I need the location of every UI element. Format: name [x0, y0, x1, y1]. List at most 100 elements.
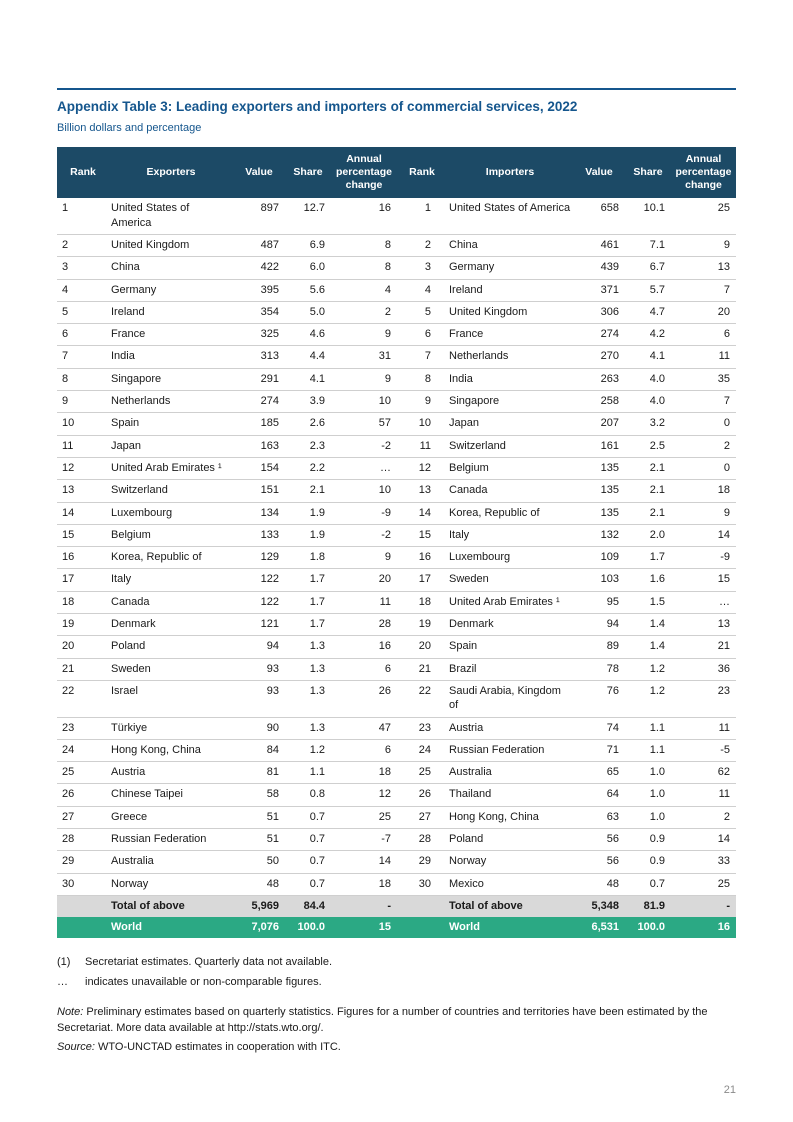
importer-name-cell: Saudi Arabia, Kingdom of [447, 680, 573, 718]
exporter-rank-cell: 25 [57, 761, 109, 785]
exporter-name-cell: Greece [109, 806, 233, 829]
exporter-change-cell: 25 [331, 806, 397, 829]
importer-change-cell: … [671, 591, 736, 615]
importer-value-cell: 74 [573, 717, 625, 740]
col-header-rank-exporters: Rank [57, 147, 109, 199]
importer-name-cell: Mexico [447, 873, 573, 896]
exporter-rank-cell: 12 [57, 457, 109, 481]
importer-name-cell: United States of America [447, 198, 573, 235]
exporter-value-cell: 133 [233, 524, 285, 548]
importer-rank-cell: 5 [397, 301, 447, 325]
table-row: 3 China 422 6.0 8 3 Germany 439 6.7 13 [57, 256, 736, 280]
exporter-name-cell: Korea, Republic of [109, 546, 233, 570]
exporter-rank-cell: 5 [57, 301, 109, 325]
importer-name-cell: Hong Kong, China [447, 806, 573, 829]
table-row: 26 Chinese Taipei 58 0.8 12 26 Thailand … [57, 783, 736, 807]
importer-rank-cell: 17 [397, 568, 447, 592]
exporter-change-cell: 6 [331, 739, 397, 763]
footnote-1: (1) Secretariat estimates. Quarterly dat… [57, 955, 736, 971]
importer-name-cell: Canada [447, 479, 573, 503]
importer-change-cell: 23 [671, 680, 736, 718]
importer-change-cell: 25 [671, 873, 736, 896]
importer-name-cell: India [447, 368, 573, 392]
exporter-value-cell: 122 [233, 591, 285, 615]
col-header-share-exporters: Share [285, 147, 331, 199]
importer-rank-cell: 10 [397, 412, 447, 436]
importer-name-cell: France [447, 323, 573, 347]
exporter-value-cell: 291 [233, 368, 285, 392]
table-row: 22 Israel 93 1.3 26 22 Saudi Arabia, Kin… [57, 680, 736, 718]
exporter-value-cell: 93 [233, 680, 285, 718]
exporter-name-cell: Japan [109, 435, 233, 458]
exporter-share-cell: 1.3 [285, 635, 331, 659]
exporter-change-cell: 16 [331, 198, 397, 235]
importer-name-cell: Thailand [447, 783, 573, 807]
world-label-exporters: World [109, 917, 233, 939]
importer-share-cell: 2.1 [625, 479, 671, 503]
total-value-exporters: 5,969 [233, 895, 285, 918]
exporter-share-cell: 1.2 [285, 739, 331, 763]
col-header-value-importers: Value [573, 147, 625, 199]
table-row: 20 Poland 94 1.3 16 20 Spain 89 1.4 21 [57, 635, 736, 659]
table-row: 17 Italy 122 1.7 20 17 Sweden 103 1.6 15 [57, 568, 736, 592]
note-label: Note: [57, 1006, 84, 1019]
exporter-value-cell: 151 [233, 479, 285, 503]
importer-value-cell: 161 [573, 435, 625, 458]
importer-share-cell: 4.1 [625, 345, 671, 369]
table-row: 2 United Kingdom 487 6.9 8 2 China 461 7… [57, 234, 736, 258]
importer-share-cell: 4.0 [625, 390, 671, 414]
importer-value-cell: 306 [573, 301, 625, 325]
importer-share-cell: 1.0 [625, 783, 671, 807]
source-label: Source: [57, 1041, 95, 1054]
importer-rank-cell: 22 [397, 680, 447, 718]
importer-change-cell: 13 [671, 613, 736, 637]
importer-name-cell: Japan [447, 412, 573, 436]
exporter-name-cell: Austria [109, 761, 233, 785]
importer-share-cell: 6.7 [625, 256, 671, 280]
exporter-value-cell: 90 [233, 717, 285, 740]
col-header-value-exporters: Value [233, 147, 285, 199]
table-row: 30 Norway 48 0.7 18 30 Mexico 48 0.7 25 [57, 873, 736, 896]
importer-share-cell: 1.4 [625, 613, 671, 637]
importer-value-cell: 439 [573, 256, 625, 280]
exporter-name-cell: Luxembourg [109, 502, 233, 525]
exporter-change-cell: … [331, 457, 397, 481]
exporter-value-cell: 81 [233, 761, 285, 785]
total-value-importers: 5,348 [573, 895, 625, 918]
exporter-rank-cell: 1 [57, 198, 109, 235]
importer-name-cell: Belgium [447, 457, 573, 481]
importer-change-cell: -9 [671, 546, 736, 570]
exporter-value-cell: 134 [233, 502, 285, 525]
exporter-value-cell: 51 [233, 806, 285, 829]
page-content: Appendix Table 3: Leading exporters and … [57, 88, 736, 1059]
importer-name-cell: United Arab Emirates ¹ [447, 591, 573, 615]
exporter-value-cell: 84 [233, 739, 285, 763]
importer-rank-cell: 2 [397, 234, 447, 258]
importer-name-cell: Sweden [447, 568, 573, 592]
exporter-value-cell: 94 [233, 635, 285, 659]
importer-value-cell: 461 [573, 234, 625, 258]
exporter-rank-cell: 23 [57, 717, 109, 740]
footnote-1-marker: (1) [57, 956, 71, 969]
exporter-rank-cell: 9 [57, 390, 109, 414]
exporter-rank-cell: 21 [57, 658, 109, 681]
importer-name-cell: Netherlands [447, 345, 573, 369]
importer-rank-cell: 20 [397, 635, 447, 659]
services-trade-table: Rank Exporters Value Share Annual percen… [57, 147, 736, 939]
exporter-name-cell: Germany [109, 279, 233, 302]
exporter-name-cell: Belgium [109, 524, 233, 548]
importer-share-cell: 1.1 [625, 739, 671, 763]
exporter-name-cell: France [109, 323, 233, 347]
exporter-share-cell: 4.1 [285, 368, 331, 392]
importer-change-cell: 11 [671, 783, 736, 807]
table-row: 6 France 325 4.6 9 6 France 274 4.2 6 [57, 323, 736, 347]
importer-rank-cell: 14 [397, 502, 447, 525]
exporter-change-cell: 26 [331, 680, 397, 718]
importer-rank-cell: 27 [397, 806, 447, 829]
col-header-importers: Importers [447, 147, 573, 199]
exporter-value-cell: 354 [233, 301, 285, 325]
exporter-share-cell: 2.2 [285, 457, 331, 481]
exporter-share-cell: 4.6 [285, 323, 331, 347]
importer-change-cell: 9 [671, 502, 736, 525]
importer-value-cell: 56 [573, 850, 625, 874]
